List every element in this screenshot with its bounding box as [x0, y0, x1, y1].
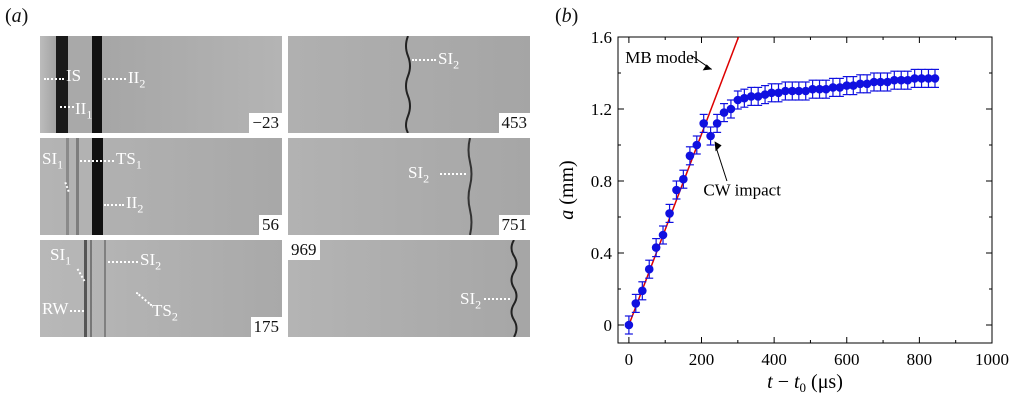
x-tick-label: 600 — [834, 350, 860, 369]
data-point — [733, 95, 743, 105]
y-tick-label: 0 — [604, 316, 613, 335]
mb-model-label: MB model — [625, 48, 698, 67]
mb-model-arrowhead — [702, 64, 712, 71]
x-tick-label: 400 — [761, 350, 787, 369]
data-point — [746, 92, 756, 101]
frame-time-label: 969 — [288, 240, 320, 260]
data-point — [672, 185, 681, 195]
data-point — [924, 74, 933, 83]
data-point — [651, 243, 661, 252]
data-point — [719, 108, 729, 117]
data-point — [774, 88, 783, 98]
data-point — [794, 86, 804, 96]
data-point — [903, 75, 913, 85]
data-point — [699, 119, 708, 128]
y-axis-label: a (mm) — [556, 160, 578, 219]
image-sequence: IS II2 II1 −23 SI2 453 SI1 TS1 II2 56 SI… — [40, 36, 530, 337]
data-point — [624, 320, 634, 330]
frame-2: SI2 453 — [288, 36, 530, 133]
data-point — [848, 81, 858, 90]
cw-impact-arrow — [714, 144, 728, 182]
data-point — [910, 74, 919, 83]
x-tick-label: 200 — [689, 350, 715, 369]
frame-4: SI2 751 — [288, 138, 530, 235]
frame-3: SI1 TS1 II2 56 — [40, 138, 282, 235]
data-point — [740, 93, 749, 103]
data-point — [679, 174, 688, 184]
panel-a-label: (a) — [5, 5, 29, 27]
cw-impact-label: CW impact — [703, 180, 781, 199]
frame-time-label: −23 — [249, 113, 282, 133]
y-tick-label: 0.8 — [591, 172, 612, 191]
interface-II2 — [92, 138, 103, 235]
data-point — [753, 92, 763, 101]
frame-time-label: 175 — [250, 317, 282, 337]
data-point — [821, 84, 831, 94]
interface-II2 — [92, 36, 102, 133]
data-point — [855, 79, 865, 89]
y-tick-label: 1.2 — [591, 100, 612, 119]
x-tick-label: 1000 — [975, 350, 1009, 369]
frame-5: SI1 SI2 RW TS2 175 — [40, 240, 282, 337]
data-point — [712, 119, 722, 128]
data-point — [638, 286, 647, 296]
x-axis-label: t − t0 (μs) — [767, 371, 843, 395]
data-point — [801, 86, 811, 96]
cw-impact-arrowhead — [714, 141, 722, 152]
data-point — [692, 140, 702, 150]
frame-time-label: 453 — [498, 113, 530, 133]
data-point — [815, 84, 824, 94]
data-point — [896, 75, 906, 85]
data-point — [890, 75, 899, 85]
data-point — [862, 79, 872, 89]
data-point — [767, 88, 776, 98]
growth-plot: 0 200 400 600 800 1000 0 0.4 0.8 1.2 1.6 t − t0 (μs… — [556, 28, 1009, 395]
plot-frame — [617, 36, 993, 344]
data-point — [665, 209, 674, 218]
data-point — [685, 151, 695, 161]
data-point — [726, 104, 736, 114]
data-point — [706, 131, 715, 141]
data-point — [808, 84, 817, 94]
x-tick-label: 800 — [907, 350, 933, 369]
frame-6: SI2 969 — [288, 240, 530, 337]
y-tick-label: 1.6 — [591, 28, 612, 47]
y-tick-label: 0.4 — [591, 244, 613, 263]
data-point — [787, 86, 797, 96]
data-point — [658, 230, 668, 240]
data-point — [876, 77, 885, 87]
x-tick-label: 0 — [625, 350, 634, 369]
data-point — [828, 83, 838, 92]
data-point — [644, 264, 654, 274]
data-point — [631, 299, 641, 308]
data-point — [842, 81, 852, 90]
data-point — [917, 74, 926, 83]
data-point — [930, 74, 940, 83]
panel-b-label: (b) — [555, 5, 579, 27]
data-point — [781, 86, 790, 96]
frame-1: IS II2 II1 −23 — [40, 36, 282, 133]
data-point — [760, 90, 770, 99]
data-point — [869, 77, 879, 87]
interface-II1 — [56, 36, 68, 133]
frame-time-label: 751 — [498, 215, 530, 235]
data-point — [835, 83, 845, 92]
frame-time-label: 56 — [259, 215, 282, 235]
data-point — [883, 77, 892, 87]
